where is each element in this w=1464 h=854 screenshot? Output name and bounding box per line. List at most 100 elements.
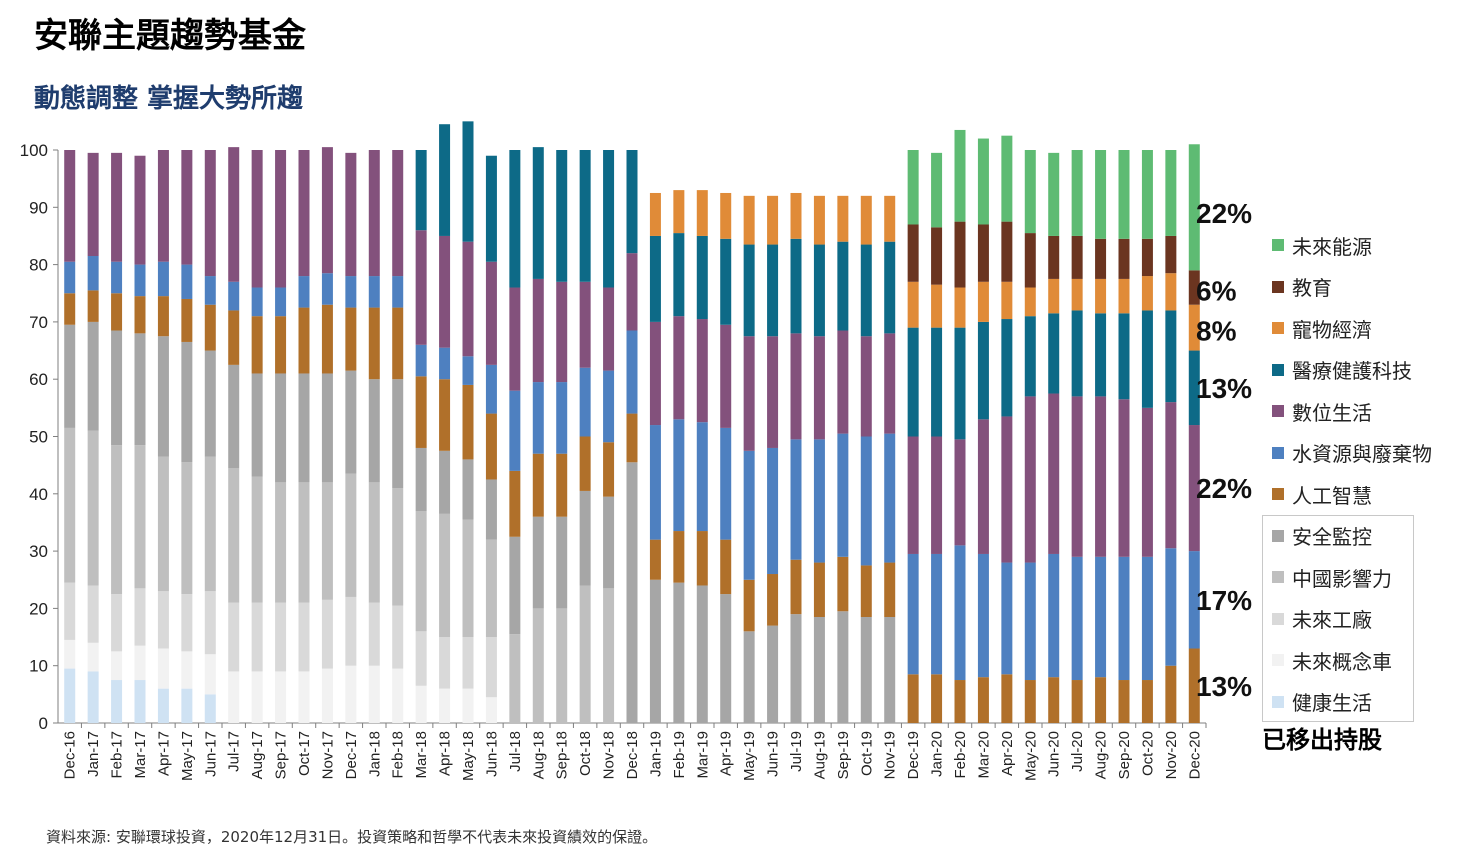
bar-segment (251, 287, 263, 317)
x-tick-label: Aug-19 (811, 731, 828, 779)
bar-segment (87, 642, 99, 672)
legend-swatch (1272, 571, 1284, 583)
bar-segment (1188, 551, 1200, 649)
x-tick-label: Apr-17 (155, 731, 172, 776)
bar-segment (1141, 407, 1153, 557)
bar-segment (1024, 562, 1036, 681)
bar-segment (743, 244, 755, 337)
bar-segment (392, 488, 404, 606)
bar-segment (1024, 680, 1036, 723)
bar-segment (251, 316, 263, 374)
bar-segment (696, 531, 708, 586)
bar-segment (157, 648, 169, 689)
bar-segment (415, 631, 427, 686)
x-tick-label: Jul-19 (788, 731, 805, 772)
bar-segment (111, 261, 123, 294)
legend-swatch (1272, 529, 1284, 542)
bar-segment (626, 150, 638, 254)
bar-segment (1095, 677, 1107, 723)
bar-segment (743, 450, 755, 580)
bar-segment (181, 688, 193, 723)
x-tick-label: Dec-18 (624, 731, 641, 779)
x-tick-label: Aug-18 (530, 731, 547, 779)
x-tick-label: Jan-20 (929, 731, 946, 777)
bar-segment (509, 150, 521, 288)
bar-segment (298, 602, 310, 672)
bar-segment (884, 241, 896, 334)
bar-segment (860, 336, 872, 437)
legend-label: 健康生活 (1292, 691, 1372, 715)
bar-segment (275, 602, 287, 672)
x-tick-label: Oct-18 (577, 731, 594, 776)
bar-segment (415, 447, 427, 511)
x-tick-label: Mar-19 (694, 731, 711, 779)
bar-segment (298, 307, 310, 374)
legend-item: 中國影響力 (1272, 565, 1392, 591)
x-tick-label: Nov-18 (601, 731, 618, 779)
bar-segment (977, 281, 989, 322)
x-tick-label: Jun-19 (765, 731, 782, 777)
bar-segment (954, 129, 966, 222)
bar-segment (790, 559, 802, 615)
bar-segment (368, 379, 380, 483)
bar-segment (64, 668, 76, 723)
legend-item: 未來概念車 (1272, 648, 1392, 674)
bar-segment (931, 284, 943, 328)
bar-segment (462, 121, 474, 242)
allocation-percent-label: 22% (1196, 198, 1252, 229)
x-tick-label: Apr-19 (718, 731, 735, 776)
y-tick-label: 60 (29, 370, 48, 389)
legend-label: 安全監控 (1292, 525, 1372, 549)
x-tick-label: Jun-20 (1046, 731, 1063, 777)
bar-segment (1095, 238, 1107, 279)
bar-segment (673, 531, 685, 583)
bar-segment (134, 155, 146, 265)
bar-segment (767, 244, 779, 337)
bar-segment (603, 150, 615, 288)
bar-segment (204, 591, 216, 655)
bar-segment (907, 150, 919, 225)
bar-segment (204, 276, 216, 305)
y-tick-label: 40 (29, 485, 48, 504)
legend-swatch (1272, 239, 1284, 251)
legend-swatch (1272, 695, 1284, 708)
bar-segment (837, 330, 849, 434)
bar-segment (1188, 425, 1200, 552)
bar-segment (743, 631, 755, 723)
bar-segment (1118, 238, 1130, 279)
bar-segment (790, 333, 802, 440)
bar-segment (485, 697, 497, 723)
bar-segment (485, 539, 497, 638)
bar-segment (556, 453, 568, 517)
bar-segment (228, 310, 240, 365)
bar-segment (556, 281, 568, 383)
y-tick-label: 10 (29, 657, 48, 676)
bar-segment (1024, 233, 1036, 288)
bar-segment (228, 364, 240, 469)
x-tick-label: Dec-20 (1186, 731, 1203, 779)
allocation-percent-label: 8% (1196, 315, 1237, 346)
bar-segment (626, 462, 638, 723)
bar-segment (720, 594, 732, 723)
bar-segment (907, 436, 919, 554)
bar-segment (720, 192, 732, 239)
bar-segment (87, 671, 99, 723)
chart-title: 安聯主題趨勢基金 (34, 16, 306, 56)
legend-swatch (1272, 363, 1284, 376)
bar-segment (509, 390, 521, 471)
y-tick-label: 70 (29, 313, 48, 332)
bar-segment (1165, 310, 1177, 403)
y-tick-label: 0 (39, 714, 48, 733)
bar-segment (64, 150, 76, 262)
bar-segment (157, 296, 169, 337)
bar-segment (415, 685, 427, 723)
bar-segment (1141, 310, 1153, 408)
bar-segment (275, 482, 287, 603)
legend-item: 寵物經濟 (1272, 316, 1372, 342)
bar-segment (767, 195, 779, 245)
bar-segment (626, 330, 638, 414)
bar-segment (907, 553, 919, 675)
bar-segment (1001, 221, 1013, 282)
bar-segment (556, 516, 568, 609)
y-tick-label: 30 (29, 542, 48, 561)
